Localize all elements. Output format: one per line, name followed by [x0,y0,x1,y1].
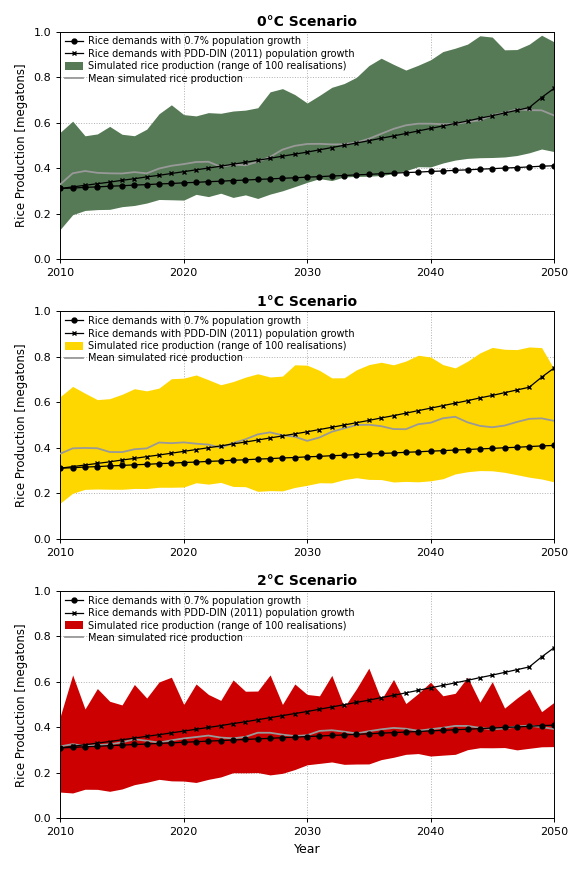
Y-axis label: Rice Production [megatons]: Rice Production [megatons] [15,623,28,787]
Y-axis label: Rice Production [megatons]: Rice Production [megatons] [15,64,28,227]
Legend: Rice demands with 0.7% population growth, Rice demands with PDD-DIN (2011) popul: Rice demands with 0.7% population growth… [63,35,356,85]
X-axis label: Year: Year [294,843,321,856]
Title: 0°C Scenario: 0°C Scenario [257,15,357,29]
Legend: Rice demands with 0.7% population growth, Rice demands with PDD-DIN (2011) popul: Rice demands with 0.7% population growth… [63,594,356,645]
Title: 1°C Scenario: 1°C Scenario [257,294,357,308]
Title: 2°C Scenario: 2°C Scenario [257,574,357,589]
Y-axis label: Rice Production [megatons]: Rice Production [megatons] [15,343,28,507]
Legend: Rice demands with 0.7% population growth, Rice demands with PDD-DIN (2011) popul: Rice demands with 0.7% population growth… [63,314,356,365]
